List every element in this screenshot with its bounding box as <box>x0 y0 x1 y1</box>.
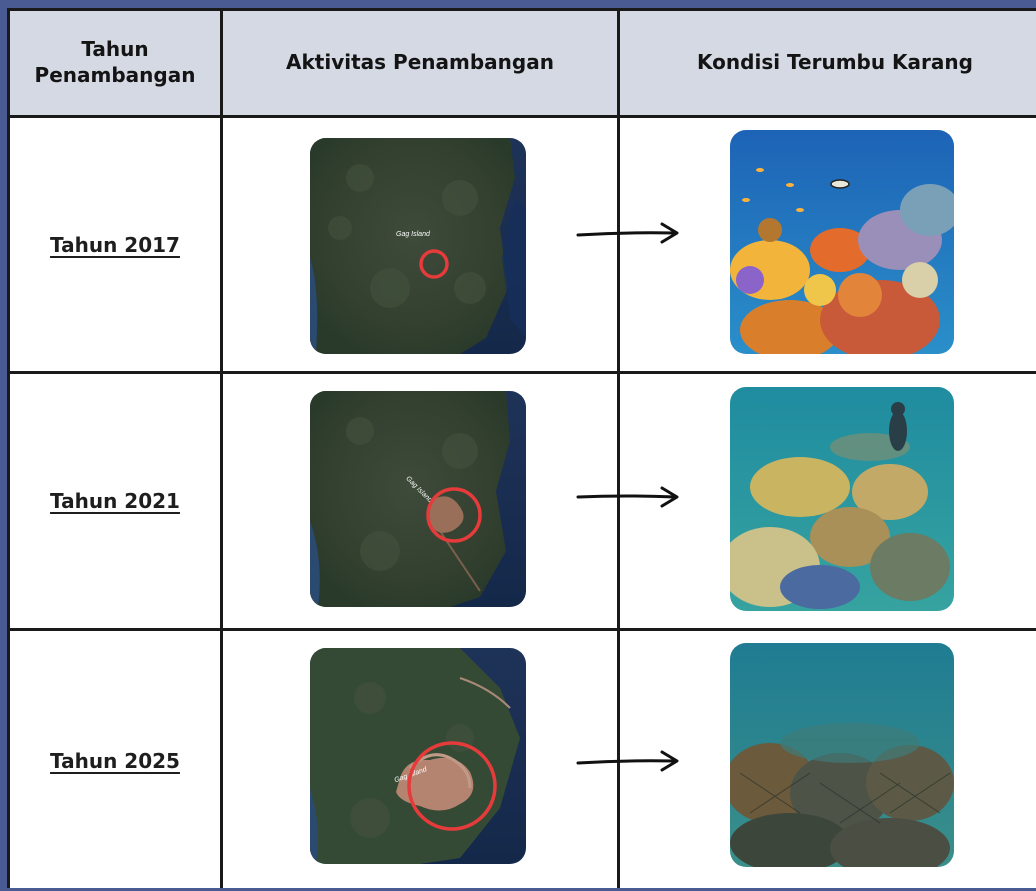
header-mining: Aktivitas Penambangan <box>223 11 617 115</box>
header-reef: Kondisi Terumbu Karang <box>620 11 1036 115</box>
header-year-line2: Penambangan <box>34 63 196 87</box>
right-arrow-icon <box>576 486 679 508</box>
coral-photo-2025 <box>730 643 954 867</box>
row-divider <box>10 115 1036 118</box>
highlight-circle <box>419 249 449 279</box>
highlight-circle <box>407 741 497 831</box>
header-year-line1: Tahun <box>81 37 149 62</box>
satellite-map-2025: Gag Island <box>310 648 526 864</box>
right-arrow-icon <box>576 750 679 772</box>
header-year: Tahun Penambangan <box>10 11 220 115</box>
row-divider <box>10 628 1036 631</box>
map-label: Gag Island <box>396 231 431 238</box>
comparison-table: Tahun Penambangan Aktivitas Penambangan … <box>7 8 1036 888</box>
coral-photo-2021 <box>730 387 954 611</box>
satellite-map-2017: Gag Island <box>310 138 526 354</box>
year-label-2021: Tahun 2021 <box>50 489 180 513</box>
coral-photo-2017 <box>730 130 954 354</box>
highlight-circle <box>426 487 482 543</box>
column-divider <box>617 11 620 888</box>
right-arrow-icon <box>576 222 679 244</box>
row-divider <box>10 371 1036 374</box>
year-label-2017: Tahun 2017 <box>50 232 180 257</box>
year-label-2025: Tahun 2025 <box>50 749 180 773</box>
satellite-map-2021: Gag Island <box>310 391 526 607</box>
column-divider <box>220 11 223 888</box>
